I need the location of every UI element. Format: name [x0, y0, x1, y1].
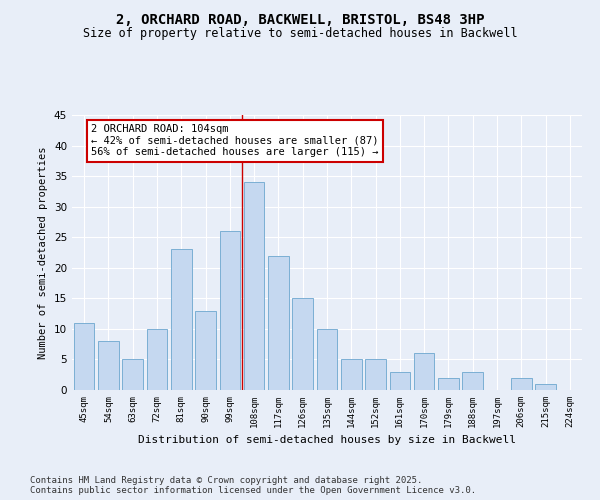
- Bar: [244, 182, 265, 390]
- X-axis label: Distribution of semi-detached houses by size in Backwell: Distribution of semi-detached houses by …: [138, 436, 516, 446]
- Bar: [146, 329, 167, 390]
- Bar: [389, 372, 410, 390]
- Bar: [292, 298, 313, 390]
- Bar: [317, 329, 337, 390]
- Bar: [171, 250, 191, 390]
- Bar: [511, 378, 532, 390]
- Bar: [74, 323, 94, 390]
- Bar: [365, 360, 386, 390]
- Bar: [414, 354, 434, 390]
- Bar: [195, 310, 216, 390]
- Bar: [438, 378, 459, 390]
- Bar: [463, 372, 483, 390]
- Bar: [535, 384, 556, 390]
- Text: 2, ORCHARD ROAD, BACKWELL, BRISTOL, BS48 3HP: 2, ORCHARD ROAD, BACKWELL, BRISTOL, BS48…: [116, 12, 484, 26]
- Text: Contains HM Land Registry data © Crown copyright and database right 2025.
Contai: Contains HM Land Registry data © Crown c…: [30, 476, 476, 495]
- Bar: [122, 360, 143, 390]
- Y-axis label: Number of semi-detached properties: Number of semi-detached properties: [38, 146, 49, 359]
- Bar: [98, 341, 119, 390]
- Bar: [341, 360, 362, 390]
- Bar: [268, 256, 289, 390]
- Text: 2 ORCHARD ROAD: 104sqm
← 42% of semi-detached houses are smaller (87)
56% of sem: 2 ORCHARD ROAD: 104sqm ← 42% of semi-det…: [91, 124, 379, 158]
- Text: Size of property relative to semi-detached houses in Backwell: Size of property relative to semi-detach…: [83, 28, 517, 40]
- Bar: [220, 231, 240, 390]
